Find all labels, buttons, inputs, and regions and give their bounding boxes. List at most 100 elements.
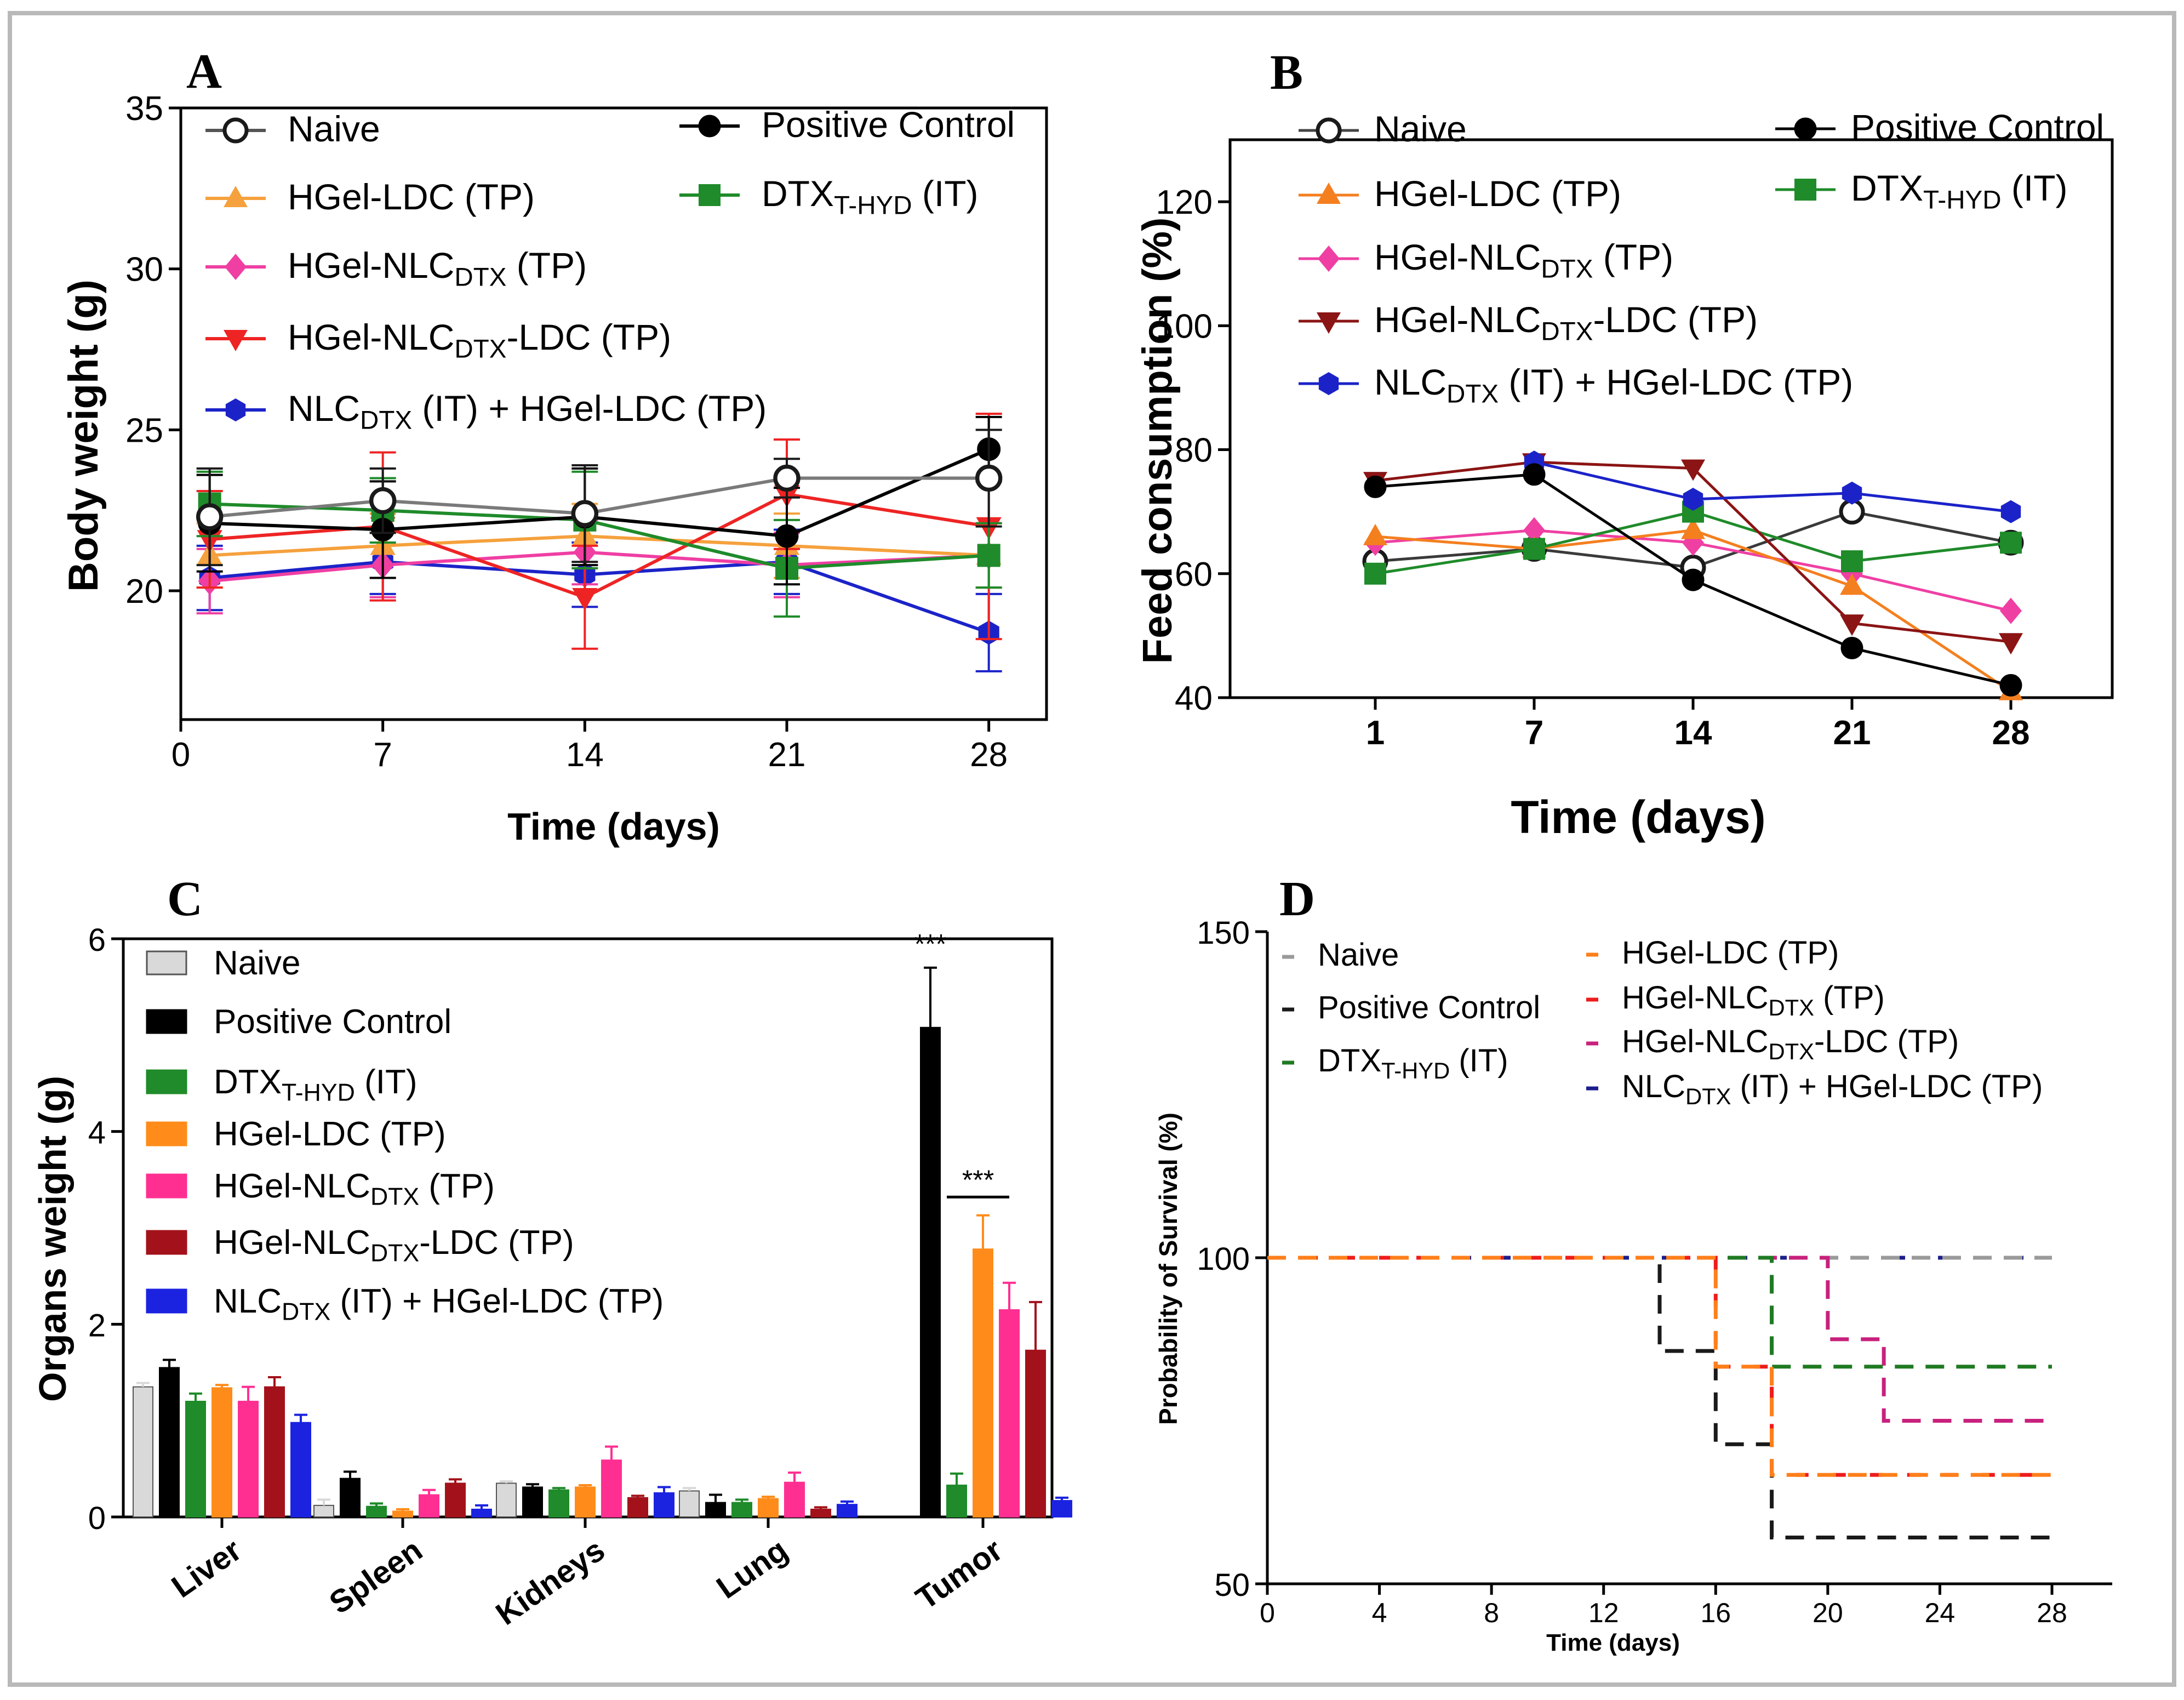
- bar: [575, 1486, 596, 1518]
- bar: [366, 1505, 387, 1518]
- legend-label-hgel-nlcdtx-tp: HGel-NLCDTX (TP): [1622, 980, 1885, 1020]
- series-dtx-t-hyd-it: [185, 1392, 967, 1518]
- legend-label-nlcdtx-it-hgel-ldc-tp: NLCDTX (IT) + HGel-LDC (TP): [1622, 1069, 2043, 1109]
- legend-swatch: [146, 1230, 187, 1255]
- figure-border: [8, 11, 2176, 1687]
- legend-marker: [1316, 117, 1342, 144]
- y-tick-label: 120: [1156, 184, 1213, 221]
- data-point: [1840, 614, 1864, 636]
- legend-label-part: DTX: [1318, 1043, 1381, 1079]
- bar: [837, 1504, 857, 1518]
- data-point: [1523, 463, 1546, 486]
- legend-label-hgel-nlcdtx-ldc-tp: HGel-NLCDTX-LDC (TP): [214, 1224, 574, 1267]
- survival-curve-hgel-ldc-tp: [1267, 1256, 2052, 1477]
- bar: [601, 1459, 622, 1518]
- x-tick-label: 20: [1813, 1598, 1843, 1628]
- bar: [340, 1477, 361, 1518]
- legend-swatch: [146, 1069, 187, 1094]
- data-point: [2000, 597, 2022, 624]
- legend-label-hgel-ldc-tp: HGel-LDC (TP): [288, 176, 535, 217]
- significance-marker: ***: [962, 1165, 994, 1195]
- legend-label-part: (IT): [2002, 168, 2068, 208]
- data-point: [1842, 481, 1862, 505]
- y-tick-label: 0: [88, 1501, 106, 1536]
- legend-label-hgel-nlcdtx-ldc-tp: HGel-NLCDTX-LDC (TP): [288, 317, 671, 364]
- legend-label-part: DTX: [1769, 1039, 1815, 1064]
- y-tick-label: 100: [1197, 1241, 1250, 1277]
- legend-label-part: NLC: [288, 388, 360, 429]
- data-point: [1363, 523, 1387, 545]
- panel-d: D 50 100 150 0 4 8 12 16 20 24 28 Time (days) Probabi…: [1154, 872, 2112, 1656]
- legend-marker: [1794, 117, 1817, 140]
- legend-label-part: DTX: [1541, 317, 1593, 346]
- data-point: [1999, 633, 2023, 655]
- x-tick-label: 14: [1674, 714, 1712, 752]
- bar: [920, 1026, 941, 1518]
- legend-label-part: HGel-LDC (TP): [1374, 173, 1621, 214]
- series-line: [1534, 460, 2011, 514]
- data-point: [1681, 459, 1705, 481]
- legend-label-nlcdtx-it-hgel-ldc-tp: NLCDTX (IT) + HGel-LDC (TP): [288, 388, 767, 435]
- bar: [810, 1508, 831, 1518]
- legend-label-part: HGel-NLC: [214, 1167, 370, 1205]
- legend-label-naive: Naive: [1374, 109, 1467, 149]
- bar: [290, 1422, 311, 1518]
- legend-label-part: T-HYD: [282, 1080, 355, 1106]
- legend-marker: [1318, 372, 1339, 395]
- x-tick-label: 1: [1366, 714, 1385, 752]
- legend-marker: [1317, 312, 1341, 334]
- legend-label-part: DTX: [214, 1063, 282, 1101]
- legend-label-part: (TP): [419, 1167, 495, 1205]
- bar: [185, 1401, 206, 1518]
- panel-a: A 20 25 30 35 0 7 14 21 28 Time (days) Body weight …: [60, 44, 1048, 848]
- bar: [264, 1386, 285, 1518]
- legend-label-part: DTX: [1769, 995, 1815, 1020]
- data-point: [369, 487, 397, 515]
- legend-label-part: (IT): [355, 1063, 418, 1101]
- data-point: [775, 524, 799, 548]
- data-point: [1364, 562, 1386, 585]
- significance-marker: ***: [914, 928, 946, 959]
- y-axis-title: Probability of Survival (%): [1154, 1113, 1182, 1425]
- legend-label-part: -LDC (TP): [419, 1224, 574, 1262]
- legend-label-positive-control: Positive Control: [214, 1003, 451, 1041]
- legend-label-hgel-nlcdtx-ldc-tp: HGel-NLCDTX-LDC (TP): [1622, 1024, 1959, 1064]
- y-tick-label: 25: [125, 412, 163, 449]
- legend-label-hgel-nlcdtx-ldc-tp: HGel-NLCDTX-LDC (TP): [1374, 299, 1758, 346]
- y-axis-title: Organs weight (g): [31, 1076, 74, 1402]
- legend-label-part: (TP): [1593, 237, 1673, 277]
- y-tick-label: 20: [125, 573, 163, 611]
- legend-marker: [1317, 182, 1341, 204]
- data-point: [1364, 475, 1387, 498]
- legend-label-part: HGel-LDC (TP): [214, 1115, 446, 1153]
- data-point: [572, 588, 598, 611]
- legend-label-part: HGel-NLC: [1622, 1024, 1769, 1059]
- data-point: [1523, 538, 1545, 560]
- legend-label-part: DTX: [1685, 1083, 1731, 1109]
- legend-label-part: HGel-NLC: [1374, 237, 1541, 277]
- bar: [705, 1502, 726, 1518]
- legend-label-part: HGel-NLC: [1374, 299, 1541, 340]
- legend-marker: [224, 330, 248, 351]
- legend-swatch: [146, 950, 187, 975]
- legend-label-positive-control: Positive Control: [1851, 107, 2104, 147]
- legend-label-nlcdtx-it-hgel-ldc-tp: NLCDTX (IT) + HGel-LDC (TP): [1374, 362, 1853, 409]
- legend-label-part: DTX: [282, 1299, 330, 1326]
- legend-label-hgel-nlcdtx-tp: HGel-NLCDTX (TP): [1374, 237, 1673, 284]
- y-tick-label: 150: [1197, 915, 1250, 951]
- legend-label-part: NLC: [1374, 362, 1447, 402]
- data-point: [571, 500, 599, 527]
- survival-curve-positive-control: [1267, 1256, 2052, 1540]
- legend-label-part: DTX: [360, 406, 412, 435]
- panel-label-b: B: [1270, 45, 1303, 100]
- x-axis-title: Time (days): [1546, 1629, 1680, 1656]
- legend-marker: [1318, 246, 1340, 272]
- x-tick-label: 4: [1372, 1598, 1387, 1628]
- series-hgel-nlc-dtx-ldc-tp: [264, 1300, 1046, 1518]
- legend-marker: [698, 115, 721, 138]
- legend-label-part: HGel-LDC (TP): [1622, 935, 1839, 971]
- legend-swatch: [146, 1009, 187, 1034]
- legend-marker: [224, 186, 248, 207]
- x-tick-label: 14: [566, 736, 604, 774]
- bar: [159, 1367, 180, 1518]
